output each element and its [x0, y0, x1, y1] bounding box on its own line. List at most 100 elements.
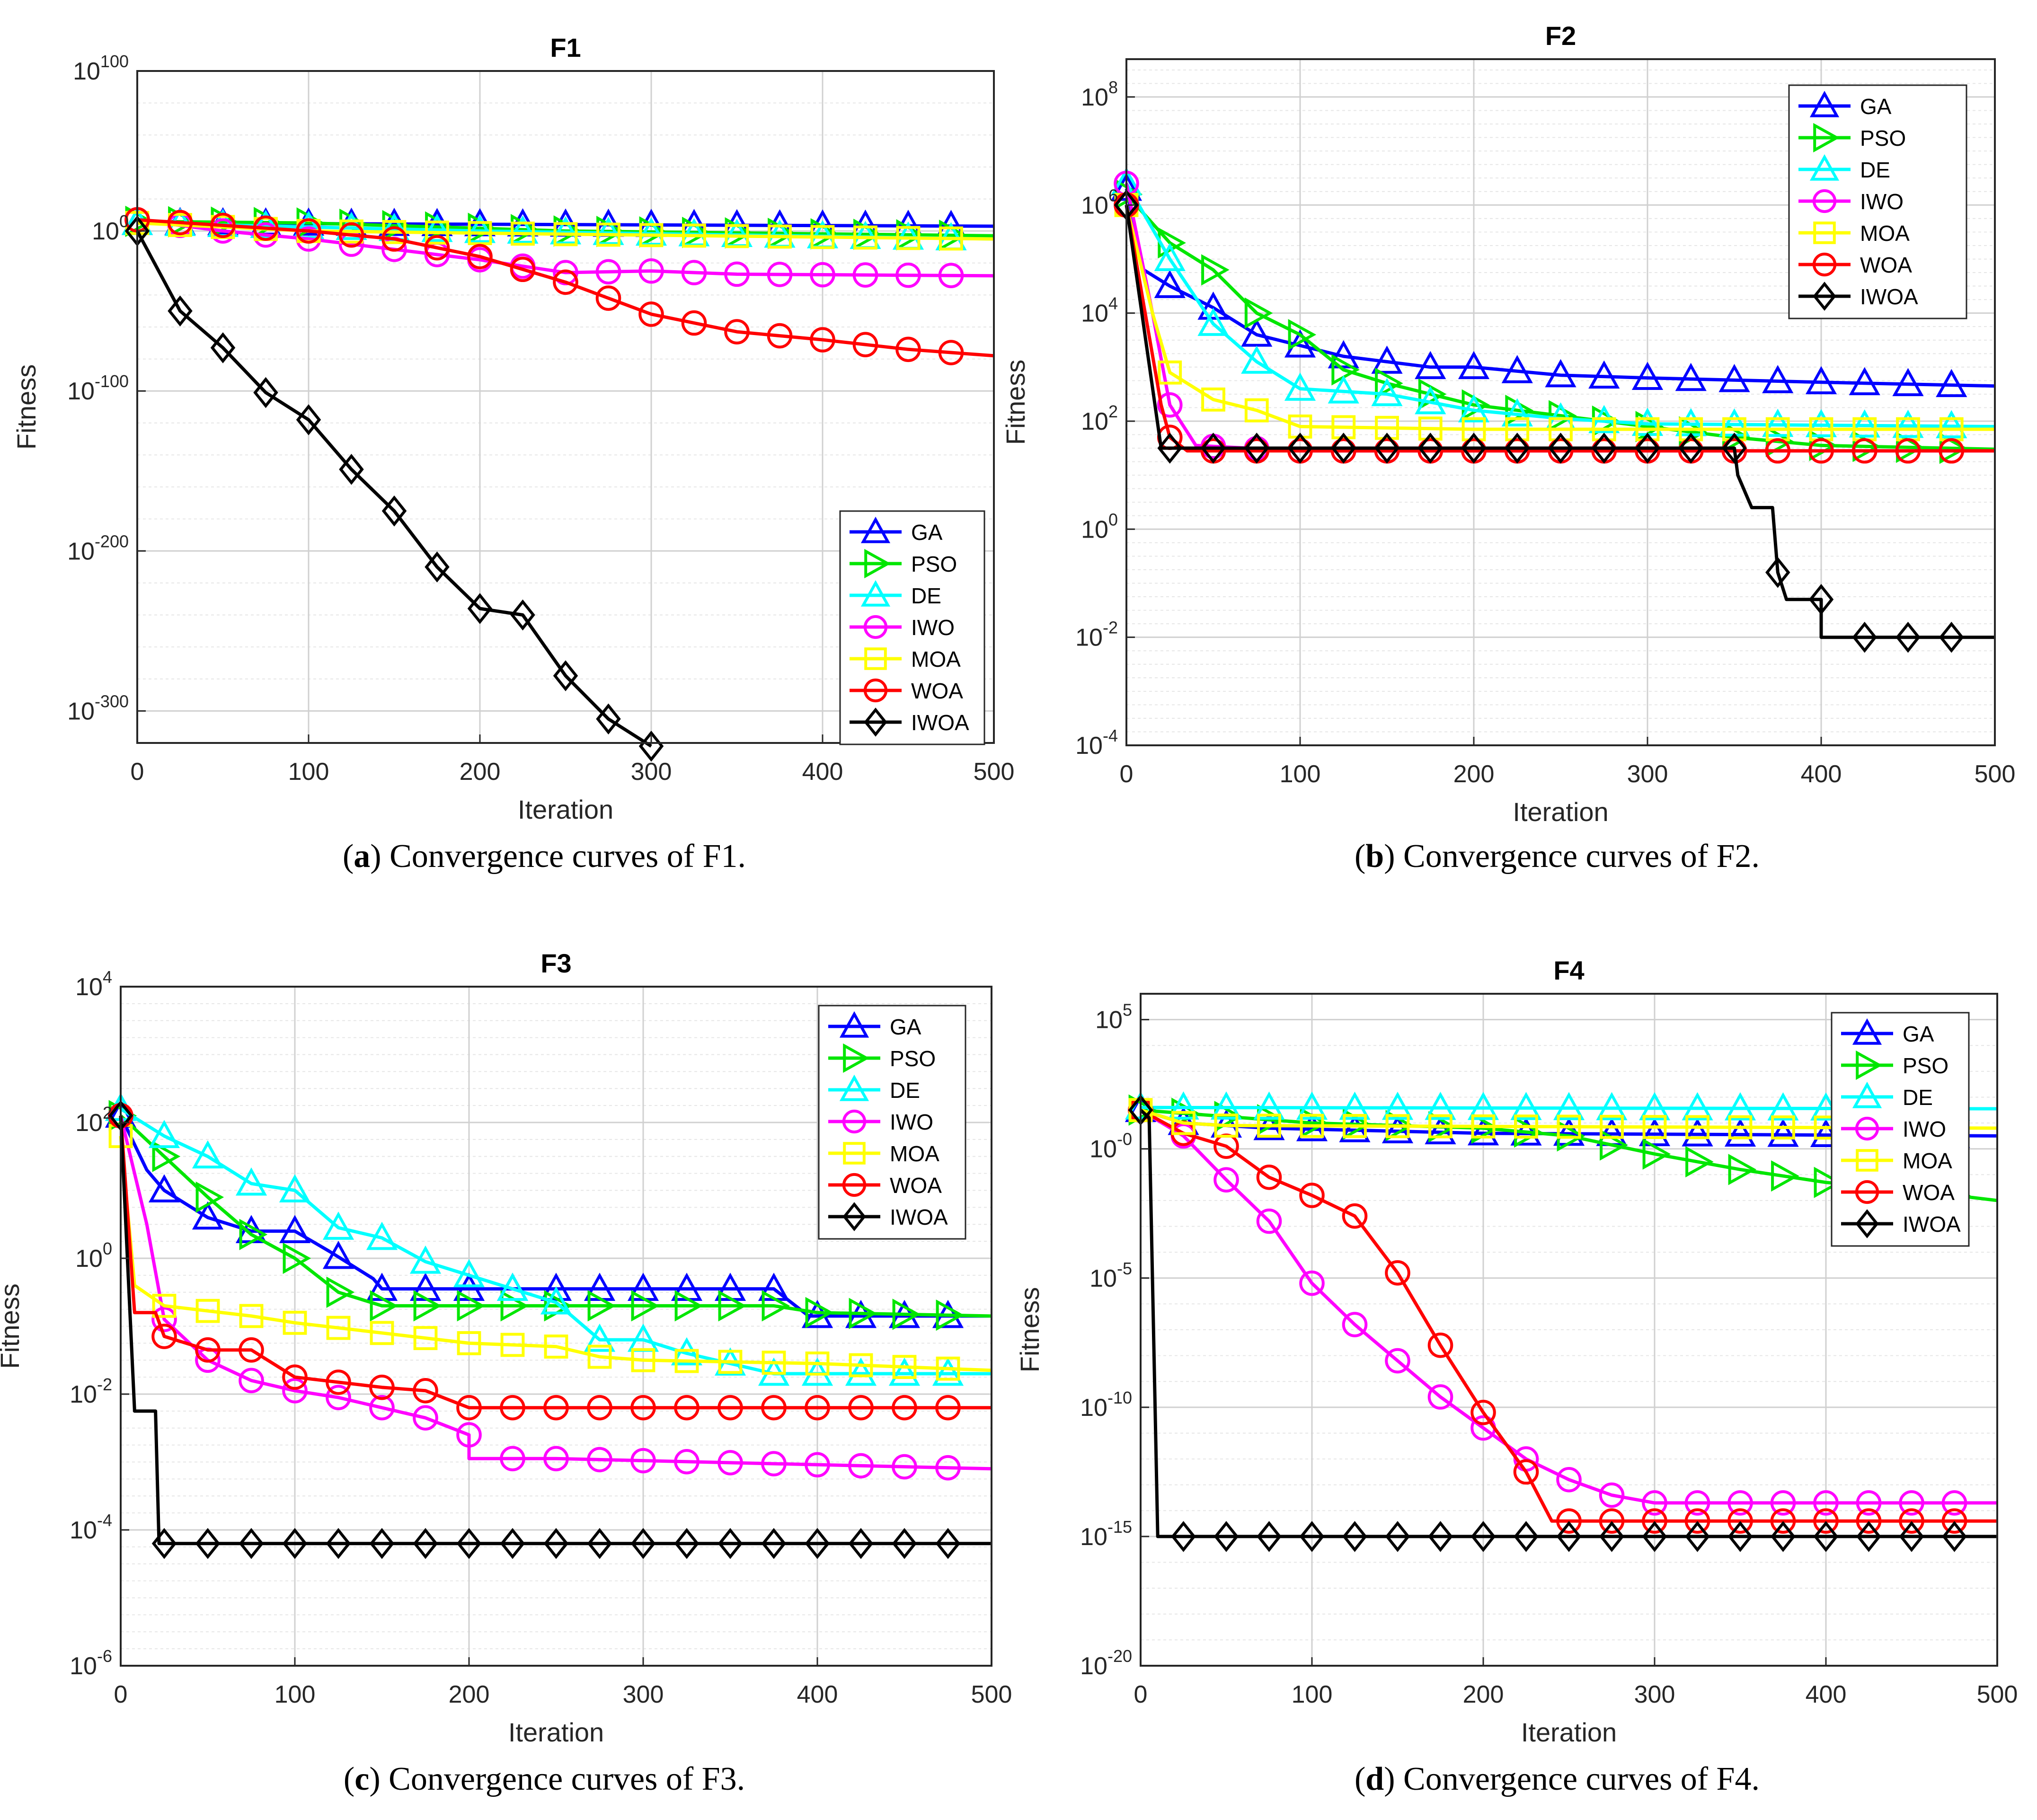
- legend-label-iwo: IWO: [1860, 189, 1904, 214]
- series-marker-woa: [938, 340, 964, 365]
- legend-label-iwoa: IWOA: [1903, 1212, 1961, 1237]
- series-line-ga: [119, 1115, 992, 1318]
- series-marker-iwo: [1642, 1490, 1667, 1516]
- series-marker-pso: [1814, 1166, 1842, 1198]
- series-marker-moa: [468, 221, 492, 246]
- y-tick-label-base: 10: [1080, 1652, 1107, 1680]
- legend-marker-moa: [843, 1142, 866, 1165]
- series-marker-moa: [457, 1331, 481, 1355]
- axes-box: [120, 986, 992, 1667]
- y-tick-label-base: 10: [1080, 1394, 1107, 1422]
- series-marker-de: [1210, 1091, 1242, 1120]
- legend-marker-ga: [860, 516, 891, 543]
- series-marker-de: [1425, 1092, 1456, 1120]
- series-marker-pso: [283, 1242, 311, 1274]
- series-marker-iwoa: [1514, 1521, 1539, 1552]
- legend: GA PSO DE IWO MOA WOA IWOA: [1831, 1012, 1970, 1247]
- series-marker-woa: [369, 1374, 395, 1400]
- series-marker-woa: [1813, 1508, 1839, 1534]
- y-tick-label: 106: [1081, 186, 1118, 219]
- y-tick-label: 100: [75, 1239, 112, 1272]
- series-line-woa: [119, 1115, 992, 1410]
- series-marker-iwoa: [467, 593, 493, 624]
- series-marker-woa: [210, 212, 236, 239]
- series-marker-woa: [1385, 1260, 1410, 1286]
- series-marker-iwoa: [369, 1528, 395, 1559]
- y-tick-label-exp: 0: [119, 212, 129, 231]
- series-marker-woa: [717, 1395, 743, 1421]
- series-marker-pso: [413, 1290, 442, 1322]
- series-marker-de: [540, 1286, 572, 1315]
- series-marker-de: [1724, 1092, 1756, 1121]
- series-marker-ga: [1675, 362, 1707, 391]
- y-tick-label-base: 10: [1075, 624, 1103, 652]
- series-marker-iwoa: [1287, 433, 1313, 464]
- series-marker-iwoa: [674, 1528, 700, 1559]
- series-marker-woa: [151, 1324, 177, 1349]
- series-marker-iwo: [1385, 1348, 1410, 1374]
- series-marker-pso: [1288, 319, 1317, 351]
- panel-f1: 0 100 200 300 400 5001010010010-10010-20010-3…: [11, 33, 1014, 824]
- series-marker-woa: [852, 332, 878, 357]
- series-marker-iwoa: [1895, 621, 1921, 653]
- series-marker-iwoa: [1461, 433, 1487, 464]
- series-marker-iwoa: [596, 703, 621, 735]
- series-marker-iwo: [852, 262, 878, 288]
- series-marker-moa: [1642, 1115, 1667, 1139]
- series-marker-iwo: [1899, 1490, 1924, 1516]
- series-marker-woa: [500, 1395, 525, 1421]
- series-marker-pso: [152, 1140, 181, 1172]
- series-marker-de: [1638, 1092, 1671, 1121]
- series-marker-woa: [1684, 1508, 1710, 1534]
- series-marker-pso: [892, 1299, 921, 1330]
- series-marker-moa: [413, 1326, 438, 1351]
- series-marker-iwoa: [717, 1528, 743, 1559]
- series-marker-moa: [370, 1321, 394, 1345]
- series-marker-iwoa: [1299, 1521, 1325, 1552]
- series-marker-moa: [682, 223, 706, 248]
- series-marker-iwoa: [1505, 433, 1530, 464]
- series-moa: [108, 1124, 992, 1381]
- series-marker-woa: [848, 1395, 874, 1421]
- legend-marker-woa: [1855, 1180, 1879, 1204]
- series-line-moa: [119, 1136, 992, 1372]
- series-marker-iwoa: [1771, 1521, 1796, 1552]
- legend-label-moa: MOA: [890, 1141, 939, 1166]
- axes-box: [1125, 58, 1996, 746]
- y-tick-label-base: 10: [1081, 516, 1108, 543]
- series-iwoa: [108, 1100, 992, 1559]
- series-marker-iwo: [674, 1449, 700, 1475]
- series-marker-ga: [1371, 345, 1403, 374]
- series-marker-iwoa: [151, 1528, 177, 1559]
- series-marker-iwoa: [1808, 583, 1834, 615]
- series-iwoa: [1114, 189, 1995, 653]
- y-tick-label-exp: 2: [103, 1103, 112, 1122]
- y-tick-label: 104: [75, 967, 112, 1001]
- series-marker-woa: [167, 210, 193, 236]
- legend-marker-pso: [843, 1043, 870, 1073]
- y-tick-label-exp: 100: [100, 52, 129, 71]
- series-line-de: [1125, 182, 1995, 428]
- y-tick-label-base: 10: [1081, 408, 1108, 435]
- y-tick-label-exp: -200: [95, 531, 129, 551]
- series-marker-iwoa: [848, 1528, 874, 1559]
- y-tick-label: 104: [1081, 294, 1118, 327]
- chart-title: F1: [550, 33, 581, 62]
- series-marker-pso: [1685, 1146, 1714, 1178]
- series-marker-pso: [457, 1290, 486, 1322]
- series-marker-ga: [1501, 355, 1533, 383]
- series-marker-de: [1767, 1092, 1799, 1121]
- series-marker-iwoa: [195, 1528, 221, 1559]
- y-tick-label-base: 10: [70, 1652, 97, 1680]
- series-marker-iwoa: [1813, 1521, 1839, 1552]
- series-line-woa: [1140, 1108, 1997, 1523]
- y-tick-label-base: 10: [1081, 192, 1108, 219]
- series-marker-moa: [500, 1333, 525, 1357]
- series-marker-iwo: [282, 1378, 308, 1404]
- series-marker-woa: [413, 1378, 438, 1404]
- legend-marker-iwoa: [1813, 282, 1836, 311]
- series-marker-woa: [1770, 1508, 1796, 1534]
- series-marker-ga: [1638, 1118, 1671, 1147]
- series-marker-moa: [1471, 1114, 1496, 1139]
- series-marker-iwoa: [282, 1528, 308, 1559]
